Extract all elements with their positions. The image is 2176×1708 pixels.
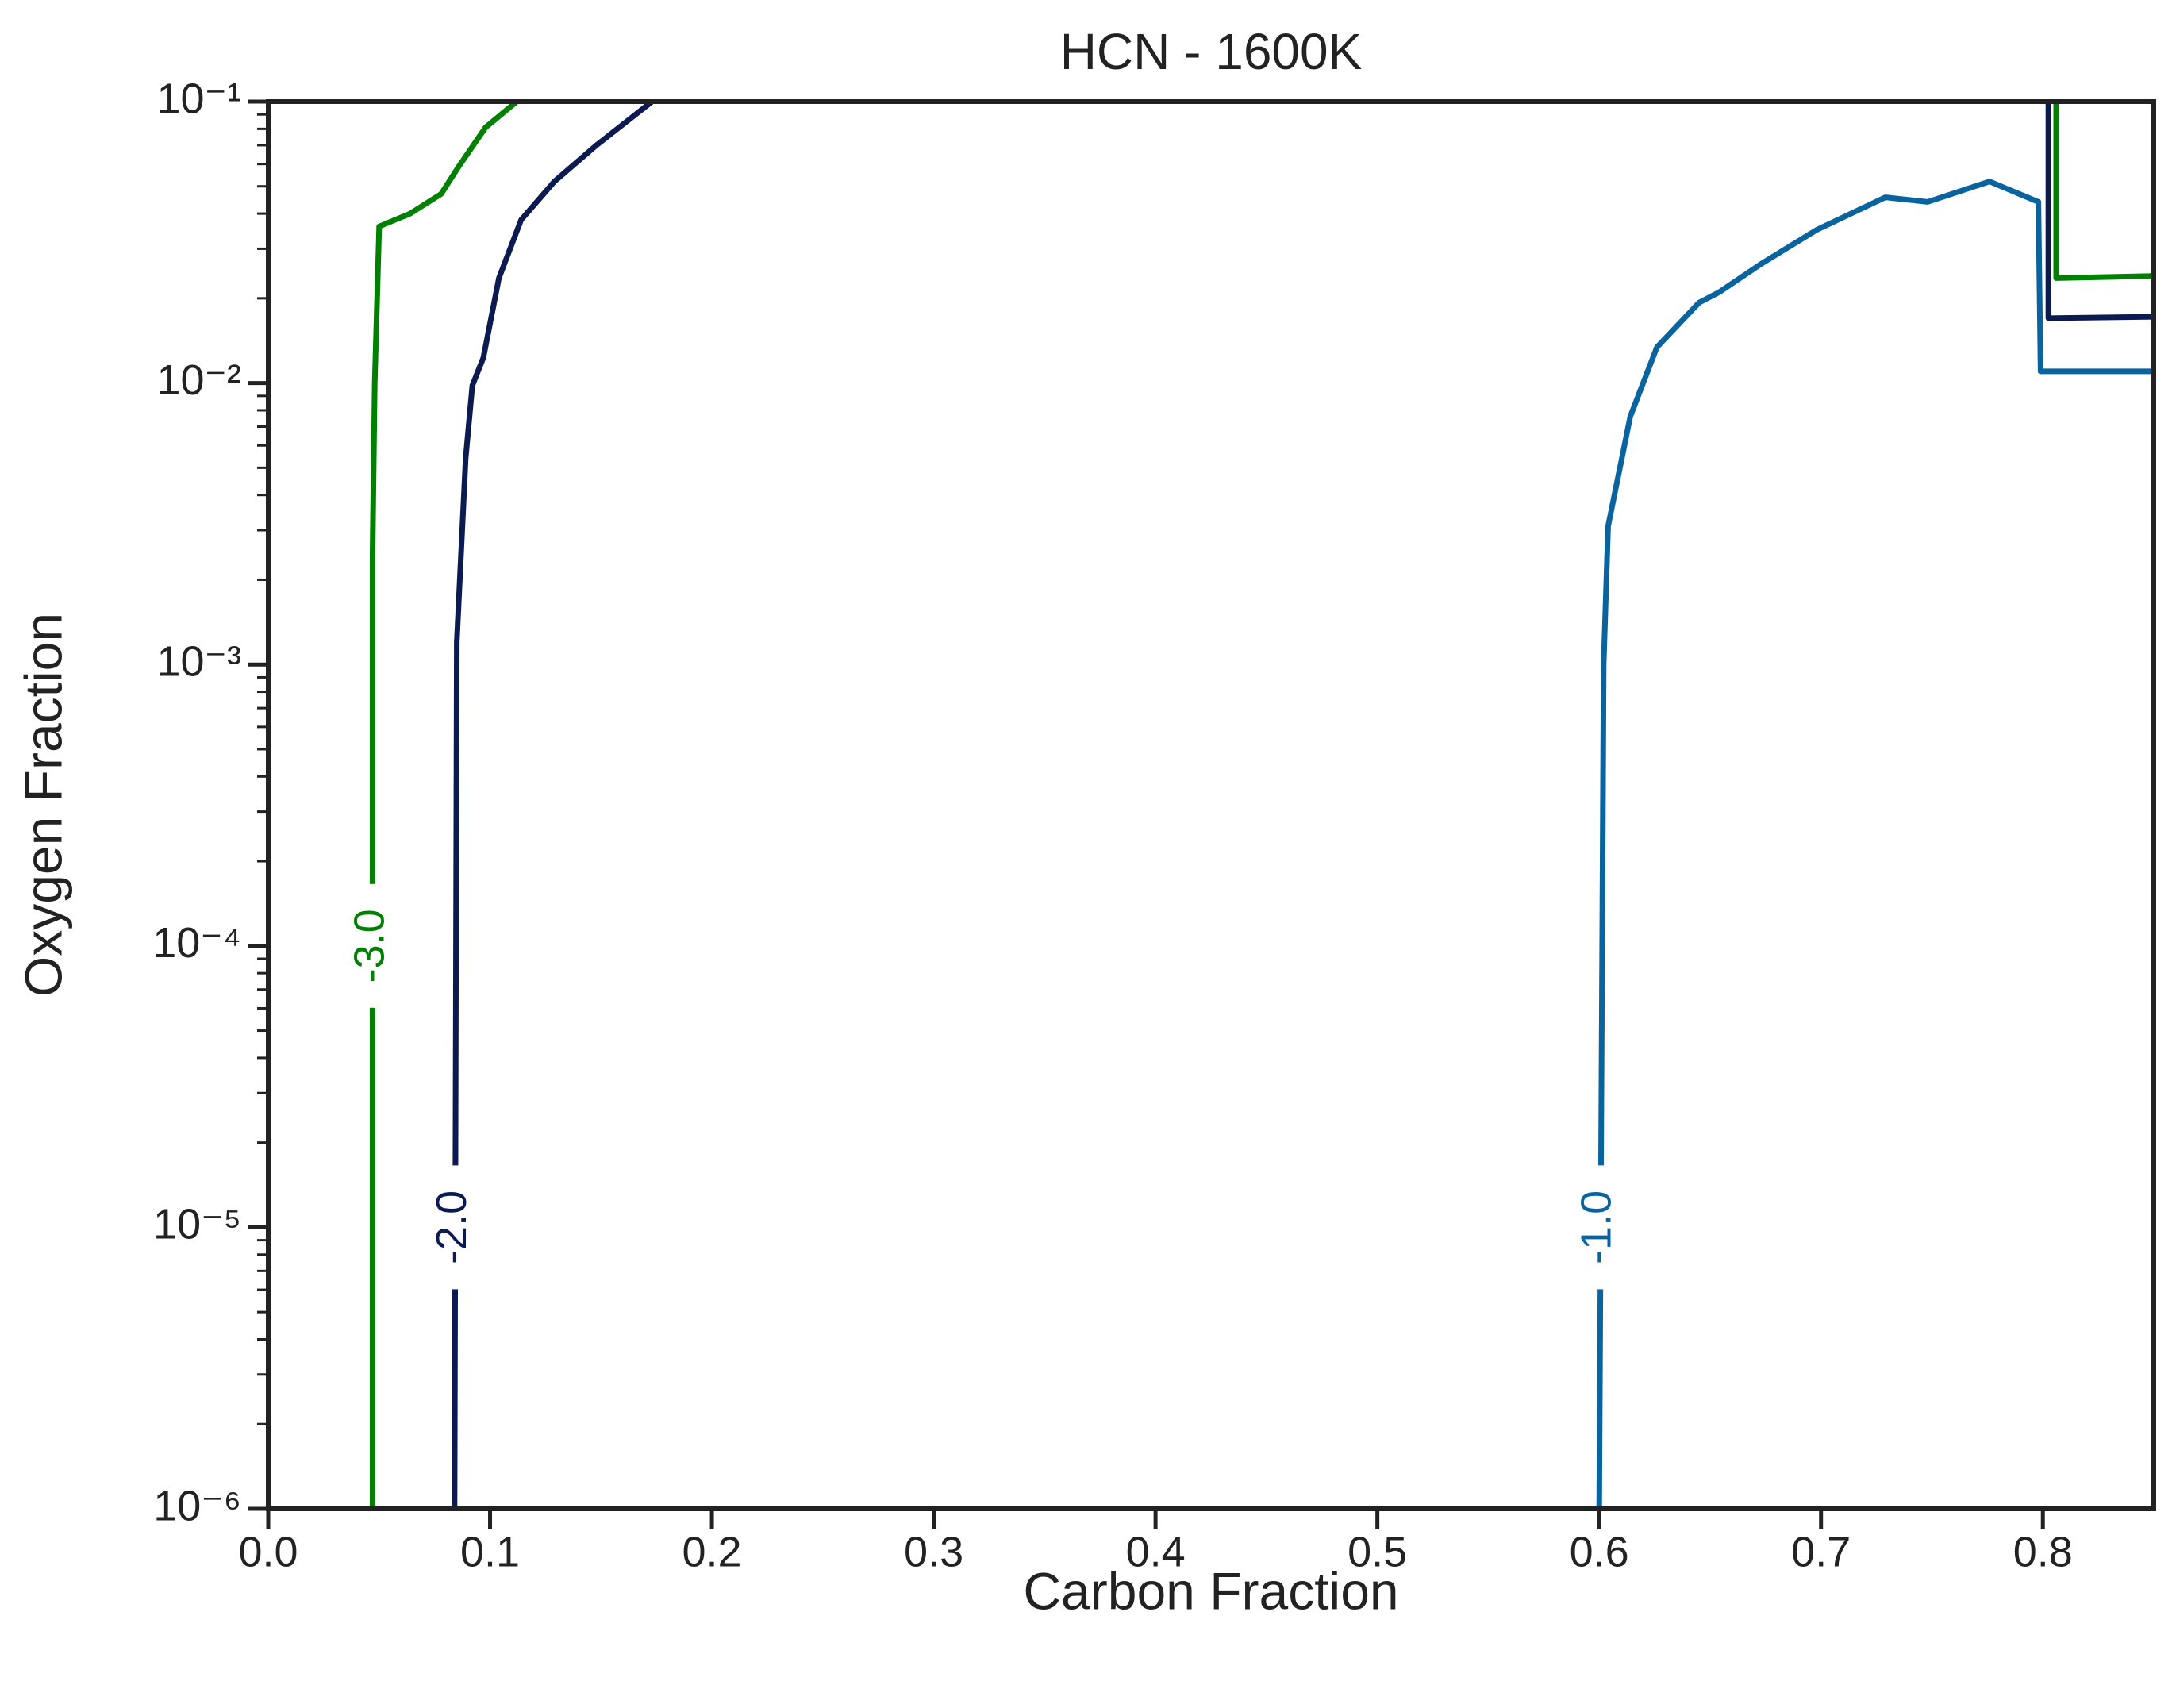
plot-frame [266,99,2156,1511]
x-tick-label: 0.8 [2013,1528,2073,1575]
x-tick-label: 0.1 [460,1528,520,1575]
x-tick-label: 0.7 [1791,1528,1851,1575]
x-tick-label: 0.5 [1348,1528,1407,1575]
contour-label: -2.0 [428,1191,475,1264]
y-tick-label: 10⁻³ [156,637,241,685]
x-tick-label: 0.2 [682,1528,742,1575]
y-axis-label: Oxygen Fraction [13,613,72,997]
contour-label: -1.0 [1572,1191,1620,1264]
contour-label-bg [1572,1165,1627,1290]
contour-line [1596,179,2154,1510]
contour-line [369,99,2155,1509]
chart-title: HCN - 1600K [1060,23,1363,80]
x-tick-label: 0.0 [238,1528,298,1575]
y-tick-label: 10⁻² [156,356,241,404]
y-tick-label: 10⁻⁴ [152,919,241,967]
y-tick-label: 10⁻⁶ [153,1482,241,1529]
x-tick-label: 0.6 [1570,1528,1629,1575]
x-axis-label: Carbon Fraction [1023,1561,1398,1620]
contour-label: -3.0 [346,909,394,983]
x-tick-label: 0.3 [904,1528,963,1575]
contour-line [452,99,2155,1510]
y-tick-label: 10⁻⁵ [153,1201,241,1248]
x-tick-label: 0.4 [1126,1528,1186,1575]
contour-label-bg [345,883,400,1008]
y-tick-label: 10⁻¹ [156,75,241,122]
contour-label-bg [427,1165,482,1290]
